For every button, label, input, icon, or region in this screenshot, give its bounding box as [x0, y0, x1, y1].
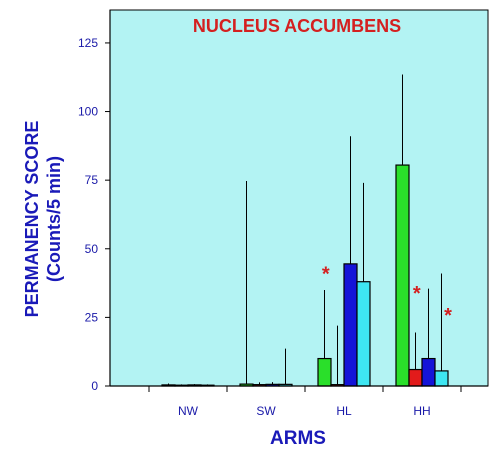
x-axis: NW SW HL HH [148, 386, 462, 418]
y-axis-title-line2: (Counts/5 min) [44, 156, 64, 282]
y-tick-label: 50 [85, 242, 99, 256]
chart-title: NUCLEUS ACCUMBENS [193, 16, 401, 36]
significance-asterisk: * [413, 283, 421, 305]
y-axis-title-line1: PERMANENCY SCORE [22, 121, 42, 318]
bar [434, 370, 449, 387]
significance-asterisk: * [444, 305, 452, 327]
significance-asterisk: * [322, 264, 330, 286]
bar [343, 263, 358, 387]
x-tick-label: HL [336, 404, 352, 418]
bar [421, 357, 436, 387]
y-tick-label: 25 [85, 310, 99, 324]
x-axis-title: ARMS [270, 428, 326, 449]
x-tick-label: HH [413, 404, 430, 418]
y-axis: 0 25 50 75 100 125 [78, 36, 110, 393]
bar [408, 368, 423, 387]
error-bars-group [168, 74, 442, 386]
annotations-group: * * * [322, 264, 452, 327]
y-tick-label: 125 [78, 36, 98, 50]
y-tick-label: 100 [78, 105, 98, 119]
x-tick-label: NW [178, 404, 199, 418]
bar [356, 281, 371, 387]
bar [395, 164, 410, 387]
y-tick-label: 75 [85, 173, 99, 187]
y-axis-title: PERMANENCY SCORE (Counts/5 min) [22, 121, 64, 318]
x-tick-label: SW [256, 404, 276, 418]
plot-area [109, 9, 489, 387]
bar [317, 357, 332, 387]
y-tick-label: 0 [91, 379, 98, 393]
